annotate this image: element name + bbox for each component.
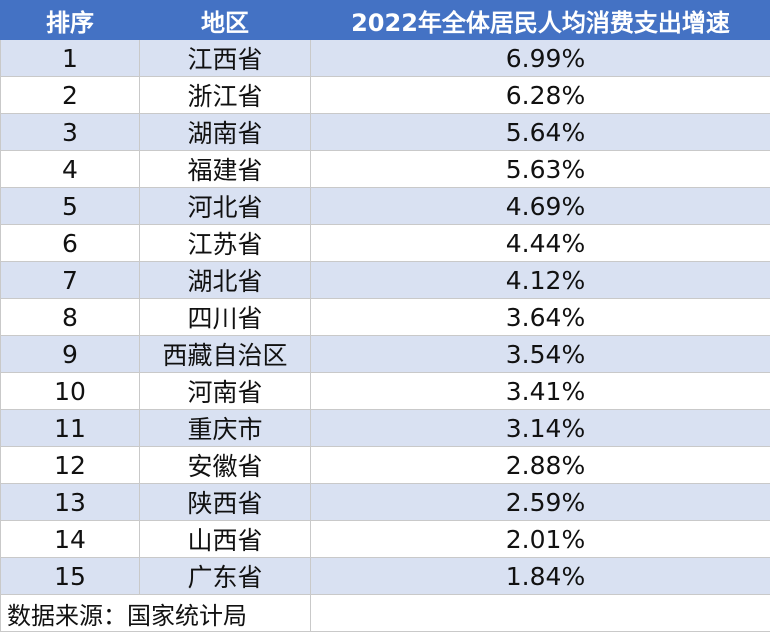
growth-cell: 2.88% — [310, 446, 770, 484]
rank-cell: 12 — [0, 446, 140, 484]
table-row: 5 河北省 4.69% — [0, 187, 770, 225]
table-row: 1 江西省 6.99% — [0, 39, 770, 77]
region-cell: 湖南省 — [139, 113, 311, 151]
rank-cell: 7 — [0, 261, 140, 299]
region-cell: 西藏自治区 — [139, 335, 311, 373]
rank-cell: 11 — [0, 409, 140, 447]
growth-cell: 2.01% — [310, 520, 770, 558]
table-row: 9 西藏自治区 3.54% — [0, 335, 770, 373]
column-header-growth: 2022年全体居民人均消费支出增速 — [310, 0, 770, 40]
table-header-row: 排序 地区 2022年全体居民人均消费支出增速 — [0, 0, 770, 40]
table-row: 3 湖南省 5.64% — [0, 113, 770, 151]
table-row: 8 四川省 3.64% — [0, 298, 770, 336]
table-row: 7 湖北省 4.12% — [0, 261, 770, 299]
region-cell: 广东省 — [139, 557, 311, 595]
table-row: 2 浙江省 6.28% — [0, 76, 770, 114]
table-row: 10 河南省 3.41% — [0, 372, 770, 410]
growth-cell: 1.84% — [310, 557, 770, 595]
table-row: 15 广东省 1.84% — [0, 557, 770, 595]
rank-cell: 9 — [0, 335, 140, 373]
column-header-rank: 排序 — [0, 0, 140, 40]
growth-cell: 4.69% — [310, 187, 770, 225]
rank-cell: 2 — [0, 76, 140, 114]
table-body: 1 江西省 6.99% 2 浙江省 6.28% 3 湖南省 5.64% 4 福建省 5.63% 5 河北省… — [0, 39, 770, 595]
table-row: 12 安徽省 2.88% — [0, 446, 770, 484]
source-note: 数据来源：国家统计局 — [0, 594, 311, 632]
region-cell: 陕西省 — [139, 483, 311, 521]
table-row: 14 山西省 2.01% — [0, 520, 770, 558]
region-cell: 安徽省 — [139, 446, 311, 484]
rank-cell: 14 — [0, 520, 140, 558]
column-header-region: 地区 — [139, 0, 311, 40]
rank-cell: 3 — [0, 113, 140, 151]
rank-cell: 10 — [0, 372, 140, 410]
growth-cell: 3.14% — [310, 409, 770, 447]
growth-cell: 6.28% — [310, 76, 770, 114]
region-cell: 重庆市 — [139, 409, 311, 447]
region-cell: 江西省 — [139, 39, 311, 77]
rank-cell: 8 — [0, 298, 140, 336]
table-row: 11 重庆市 3.14% — [0, 409, 770, 447]
region-cell: 山西省 — [139, 520, 311, 558]
region-cell: 福建省 — [139, 150, 311, 188]
rank-cell: 4 — [0, 150, 140, 188]
table-row: 4 福建省 5.63% — [0, 150, 770, 188]
rank-cell: 5 — [0, 187, 140, 225]
rank-cell: 1 — [0, 39, 140, 77]
growth-cell: 2.59% — [310, 483, 770, 521]
growth-cell: 3.64% — [310, 298, 770, 336]
region-cell: 河北省 — [139, 187, 311, 225]
rank-cell: 13 — [0, 483, 140, 521]
rank-cell: 6 — [0, 224, 140, 262]
rank-cell: 15 — [0, 557, 140, 595]
source-row: 数据来源：国家统计局 — [0, 594, 770, 632]
region-cell: 湖北省 — [139, 261, 311, 299]
region-cell: 河南省 — [139, 372, 311, 410]
growth-cell: 3.41% — [310, 372, 770, 410]
region-cell: 江苏省 — [139, 224, 311, 262]
source-row-empty-cell — [310, 594, 770, 632]
region-cell: 四川省 — [139, 298, 311, 336]
growth-cell: 6.99% — [310, 39, 770, 77]
table-row: 6 江苏省 4.44% — [0, 224, 770, 262]
growth-cell: 4.44% — [310, 224, 770, 262]
growth-cell: 3.54% — [310, 335, 770, 373]
region-cell: 浙江省 — [139, 76, 311, 114]
growth-cell: 4.12% — [310, 261, 770, 299]
growth-cell: 5.63% — [310, 150, 770, 188]
table-row: 13 陕西省 2.59% — [0, 483, 770, 521]
growth-cell: 5.64% — [310, 113, 770, 151]
